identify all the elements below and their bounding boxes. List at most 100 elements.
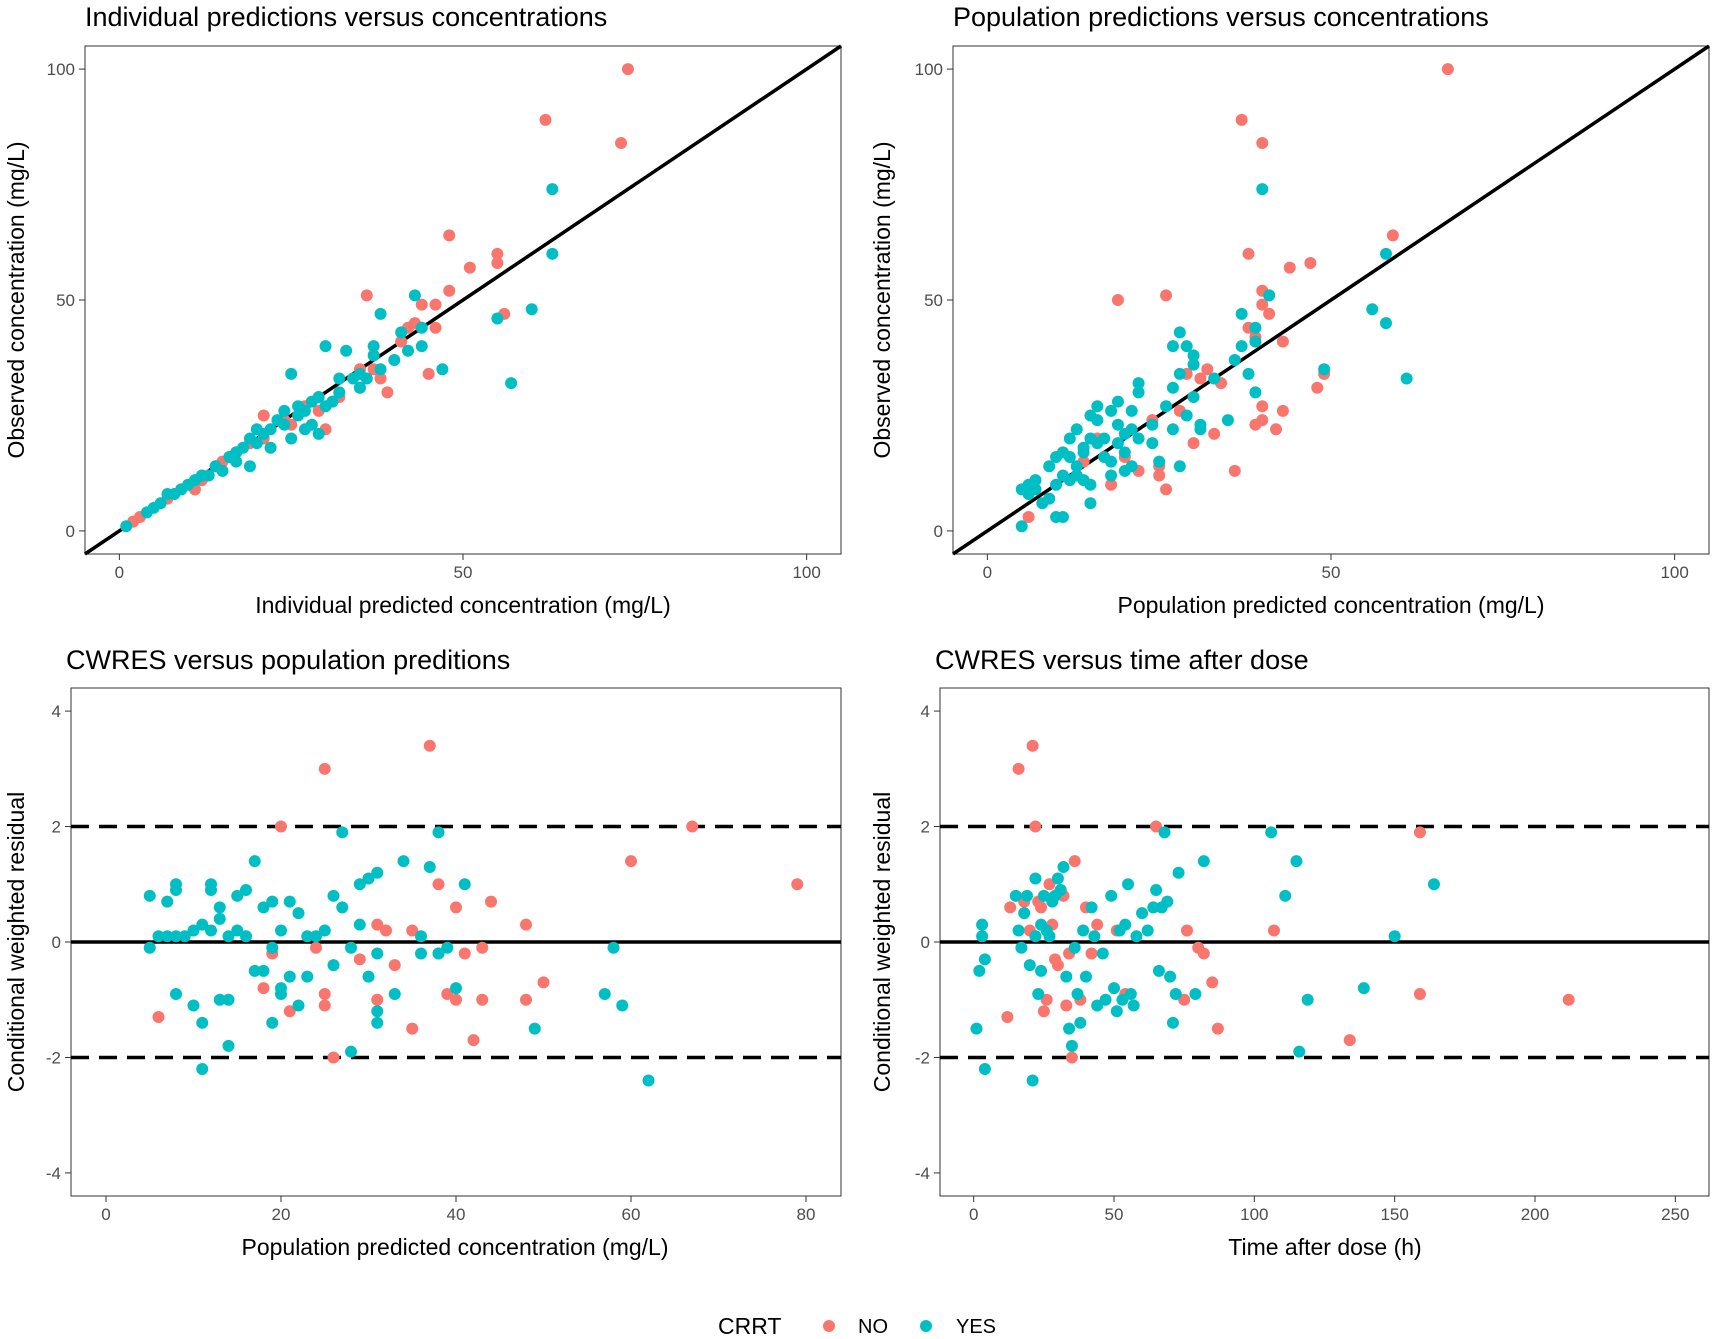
data-point-yes [326,395,339,408]
data-point-no [381,386,394,399]
y-axis-label: Observed concentration (mg/L) [869,141,895,458]
y-tick-label: 50 [56,291,75,310]
data-point-no [1235,113,1248,126]
data-point-yes [1180,409,1193,422]
data-point-no [1206,976,1219,989]
data-point-yes [143,889,156,902]
data-point-yes [1063,1022,1076,1035]
data-point-yes [1021,889,1034,902]
data-point-yes [1105,469,1118,482]
data-point-no [1270,423,1283,436]
data-point-yes [1172,866,1185,879]
data-point-no [371,993,384,1006]
data-point-no [423,739,436,752]
data-point-no [1091,918,1104,931]
data-point-no [429,298,442,311]
data-point-yes [283,970,296,983]
data-point-no [1153,469,1166,482]
data-point-yes [1029,872,1042,885]
data-point-no [1256,400,1269,413]
data-point-yes [371,947,384,960]
data-point-yes [1187,358,1200,371]
data-point-yes [266,895,279,908]
data-point-no [406,1022,419,1035]
data-point-no [395,335,408,348]
data-point-yes [312,427,325,440]
data-point-yes [1146,437,1159,450]
data-point-no [374,372,387,385]
data-point-no [491,247,504,260]
data-point-yes [305,418,318,431]
data-point-yes [196,1016,209,1029]
data-point-yes [1132,377,1145,390]
data-point-yes [327,889,340,902]
data-point-yes [340,344,353,357]
y-tick-label: 0 [66,522,75,541]
data-point-no [791,878,804,891]
data-point-yes [1029,483,1042,496]
data-point-no [1012,762,1025,775]
data-point-yes [1173,367,1186,380]
data-point-yes [1063,451,1076,464]
data-point-yes [371,866,384,879]
data-point-yes [250,437,263,450]
data-point-yes [237,441,250,454]
data-point-no [1037,1005,1050,1018]
data-point-yes [231,924,244,937]
data-point-yes [143,941,156,954]
data-point-yes [222,993,235,1006]
data-point-no [467,1034,480,1047]
data-point-yes [1124,987,1137,1000]
data-point-yes [415,930,427,943]
panel-title: Individual predictions versus concentrat… [85,2,607,32]
data-point-yes [432,826,445,839]
data-point-yes [1091,999,1104,1012]
x-tick-label: 60 [622,1205,641,1224]
x-tick-label: 100 [792,563,820,582]
y-axis-label: Conditional weighted residual [869,792,895,1092]
data-point-yes [222,1039,235,1052]
data-point-no [441,987,454,1000]
panel-title: CWRES versus population preditions [66,645,510,675]
data-point-yes [1098,432,1111,445]
panel-ipred: Individual predictions versus concentrat… [3,2,842,618]
data-point-yes [978,953,991,966]
data-point-yes [1164,970,1177,983]
data-point-yes [1301,993,1314,1006]
data-point-yes [353,918,366,931]
data-point-yes [243,460,256,473]
data-point-yes [333,372,346,385]
data-point-yes [367,340,380,353]
data-point-no [1194,372,1207,385]
data-point-yes [1071,987,1084,1000]
data-point-yes [1366,303,1379,316]
data-point-yes [216,464,229,477]
data-point-yes [423,860,436,873]
data-point-yes [1357,982,1370,995]
data-point-no [1001,1011,1014,1024]
data-point-yes [1105,889,1118,902]
data-point-yes [1125,423,1138,436]
data-point-no [1178,993,1191,1006]
data-point-no [429,321,442,334]
data-point-no [1201,363,1214,376]
data-point-no [1256,136,1269,149]
data-point-yes [264,423,277,436]
data-point-yes [1388,930,1401,943]
data-point-yes [397,855,410,868]
x-tick-label: 20 [272,1205,291,1224]
data-point-yes [161,930,174,943]
data-point-yes [248,855,261,868]
data-point-no [537,976,550,989]
data-point-yes [1263,289,1276,302]
data-point-no [539,113,552,126]
panel-title: CWRES versus time after dose [935,645,1309,675]
data-point-yes [264,441,277,454]
data-point-no [450,993,462,1006]
data-point-yes [1070,460,1083,473]
data-point-yes [205,924,217,937]
data-point-yes [278,418,291,431]
data-point-yes [1029,474,1042,487]
data-point-no [152,1011,165,1024]
data-point-no [1150,820,1163,833]
